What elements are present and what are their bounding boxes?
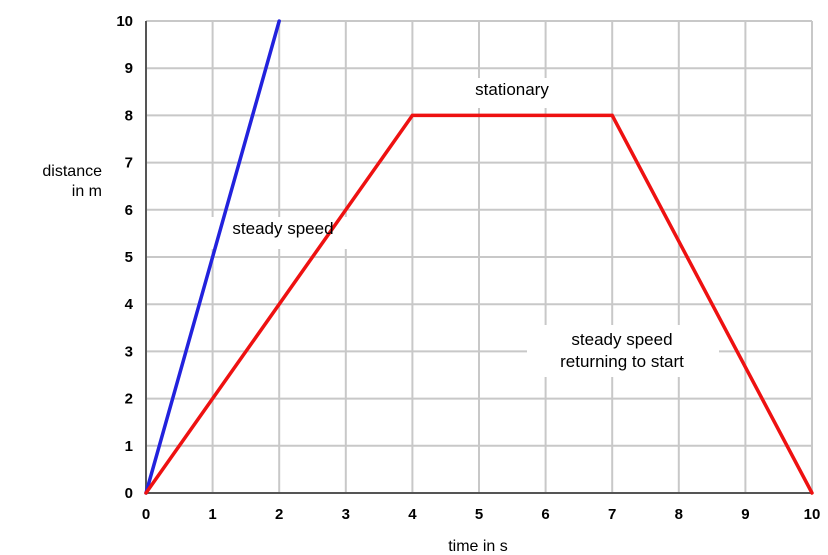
series-line-0 <box>144 19 281 495</box>
x-tick-label-6: 6 <box>541 506 549 523</box>
y-axis-title-line-1: distance <box>42 163 102 180</box>
annotation-0-line-0: steady speed <box>232 219 333 238</box>
annotation-boxes <box>156 78 719 377</box>
x-tick-label-8: 8 <box>675 506 683 523</box>
y-tick-label-5: 5 <box>125 249 133 266</box>
annotation-2-line-1: returning to start <box>560 352 684 371</box>
x-tick-label-2: 2 <box>275 506 283 523</box>
x-tick-label-5: 5 <box>475 506 483 523</box>
x-axis-title: time in s <box>448 538 508 555</box>
annotation-1-line-0: stationary <box>475 80 549 99</box>
x-tick-label-9: 9 <box>741 506 749 523</box>
x-tick-label-1: 1 <box>208 506 216 523</box>
series <box>144 19 814 495</box>
y-axis-title-line-2: in m <box>72 183 102 200</box>
series-line-1 <box>144 113 814 495</box>
axes <box>145 21 812 494</box>
y-tick-label-6: 6 <box>125 202 133 219</box>
x-tick-label-0: 0 <box>142 506 150 523</box>
y-tick-label-2: 2 <box>125 391 133 408</box>
annotation-2-line-0: steady speed <box>571 330 672 349</box>
y-tick-label-9: 9 <box>125 60 133 77</box>
annotation-box-2 <box>527 325 719 377</box>
annotation-box-0 <box>156 217 406 249</box>
y-tick-label-7: 7 <box>125 155 133 172</box>
y-tick-label-10: 10 <box>116 13 133 30</box>
tick-labels: 0 1 2 3 4 5 6 7 8 9 10 0 1 2 3 4 5 6 7 8 9 10 <box>116 13 820 523</box>
x-tick-label-7: 7 <box>608 506 616 523</box>
annotation-labels: steady speed stationary steady speed return… <box>232 80 684 371</box>
y-tick-label-8: 8 <box>125 107 133 124</box>
y-tick-label-1: 1 <box>125 438 133 455</box>
x-tick-label-3: 3 <box>342 506 350 523</box>
y-tick-label-4: 4 <box>125 296 134 313</box>
y-tick-label-0: 0 <box>125 485 133 502</box>
x-tick-label-4: 4 <box>408 506 417 523</box>
annotation-box-1 <box>432 78 594 108</box>
x-tick-label-10: 10 <box>804 506 821 523</box>
y-tick-label-3: 3 <box>125 343 133 360</box>
